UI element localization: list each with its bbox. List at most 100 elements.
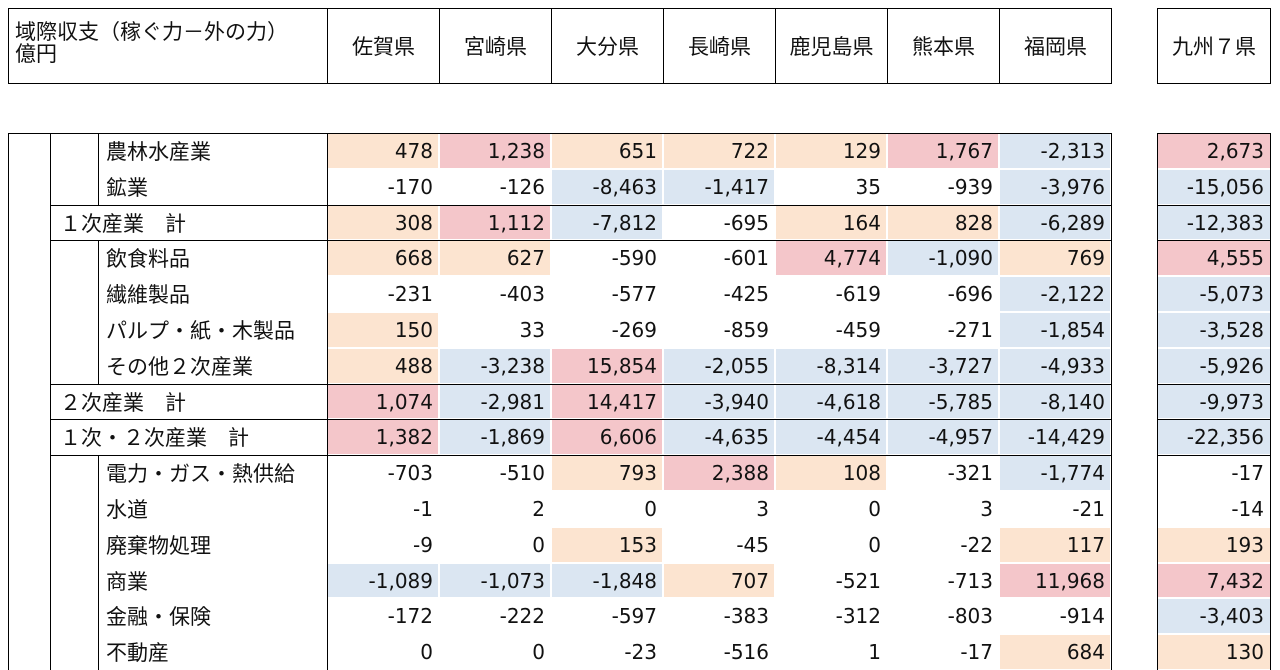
total-box-left-border [1157,133,1158,670]
value-cell-kagoshima: -459 [835,318,881,342]
value-cell-oita: -1,848 [551,563,663,598]
value-cell-kagoshima: -4,618 [775,384,887,419]
value-cell-fukuoka: 117 [999,527,1111,563]
value-cell-saga: 308 [327,205,439,240]
total-box-top-border [1157,133,1271,134]
value-cell-fukuoka: -14,429 [999,419,1111,455]
value-cell-nagasaki: -2,055 [663,348,775,384]
value-cell-oita: -597 [611,604,657,628]
kyushu-total-value: 193 [1157,527,1271,563]
value-cell-kumamoto: -1,090 [887,240,999,276]
table-row: 飲食料品 668 627 -590 -601 4,774 -1,090 769 4,555 [0,240,1280,276]
value-cell-fukuoka: -2,313 [999,133,1111,169]
value-cell-kagoshima: 164 [775,205,887,240]
value-cell-oita: 651 [551,133,663,169]
grid-line [50,419,1112,420]
value-cell-saga: 668 [327,240,439,276]
value-cell-fukuoka: -6,289 [999,205,1111,240]
value-cell-kagoshima: 108 [775,455,887,491]
value-cell-nagasaki: -601 [723,246,769,270]
value-cell-nagasaki: 722 [663,133,775,169]
value-cell-kumamoto: 828 [887,205,999,240]
kyushu-total-value: -3,403 [1157,598,1271,634]
kyushu-total-value: -14 [1231,497,1264,521]
kyushu-total-value: 4,555 [1157,240,1271,276]
value-cell-kagoshima: -312 [835,604,881,628]
header-row: 域際収支（稼ぐ力－外の力） 億円 佐賀県 宮崎県 大分県 長崎県 鹿児島県 熊本… [8,8,1112,84]
value-cell-saga: -1,089 [327,563,439,598]
value-cell-miyazaki: 627 [439,240,551,276]
value-cell-kagoshima: 129 [775,133,887,169]
table-row: 水道 -1 2 0 3 0 3 -21 -14 [0,491,1280,527]
value-cell-miyazaki: -510 [499,461,545,485]
kyushu-total-value: -3,528 [1157,312,1271,348]
value-cell-kagoshima: 0 [868,497,881,521]
value-cell-saga: 1,074 [327,384,439,419]
row-label: 不動産 [106,641,169,665]
value-cell-fukuoka: -3,976 [999,169,1111,205]
value-cell-nagasaki: -425 [723,282,769,306]
table-row: 電力・ガス・熱供給 -703 -510 793 2,388 108 -321 -1,774 -1… [0,455,1280,491]
value-cell-nagasaki: -4,635 [663,419,775,455]
value-cell-nagasaki: 3 [756,497,769,521]
value-cell-oita: 793 [551,455,663,491]
value-cell-oita: 14,417 [551,384,663,419]
value-cell-fukuoka: -21 [1072,497,1105,521]
kyushu-total-value: 130 [1157,634,1271,670]
column-header-kyushu: 九州７県 [1157,8,1271,84]
group-column-border [50,133,51,670]
value-cell-saga: -231 [387,282,433,306]
row-label: 鉱業 [106,176,148,200]
grid-line [50,205,1112,206]
value-cell-saga: 0 [420,640,433,664]
kyushu-total-value: 2,673 [1157,133,1271,169]
row-label: 水道 [106,498,148,522]
indent-cell [50,240,99,276]
row-label: １次・２次産業 計 [60,426,249,450]
value-cell-kagoshima: 1 [868,640,881,664]
value-cell-kagoshima: -8,314 [775,348,887,384]
indent-cell [50,527,99,563]
value-cell-nagasaki: -859 [723,318,769,342]
column-header-kagoshima: 鹿児島県 [775,9,887,83]
value-cell-fukuoka: 769 [999,240,1111,276]
value-cell-oita: -577 [611,282,657,306]
grid-line [50,455,1112,456]
value-cell-miyazaki: 2 [532,497,545,521]
kyushu-total-value: -5,926 [1157,348,1271,384]
grid-line [50,240,1112,241]
value-cell-kumamoto: -3,727 [887,348,999,384]
value-cell-miyazaki: 1,112 [439,205,551,240]
unit-label: 億円 [15,42,57,66]
value-cell-miyazaki: 0 [532,640,545,664]
value-cell-fukuoka: -1,854 [999,312,1111,348]
value-cell-kumamoto: -939 [947,175,993,199]
value-cell-nagasaki: -516 [723,640,769,664]
table-top-border [8,133,1112,134]
table-row: 商業 -1,089 -1,073 -1,848 707 -521 -713 11,968 7,4… [0,563,1280,598]
value-cell-saga: -172 [387,604,433,628]
row-label: 電力・ガス・熱供給 [106,462,295,486]
value-cell-fukuoka: -4,933 [999,348,1111,384]
value-cell-nagasaki: -695 [723,210,769,235]
value-cell-oita: -23 [624,640,657,664]
value-cell-kagoshima: 35 [855,175,881,199]
indent-cell [50,312,99,348]
value-cell-oita: 0 [644,497,657,521]
value-cell-fukuoka: -1,774 [999,455,1111,491]
value-cell-miyazaki: -1,073 [439,563,551,598]
kyushu-total-value: -12,383 [1157,205,1271,240]
value-cell-kumamoto: -803 [947,604,993,628]
value-cell-oita: -7,812 [551,205,663,240]
value-cell-oita: 6,606 [551,419,663,455]
value-cell-miyazaki: 1,238 [439,133,551,169]
value-cell-miyazaki: -126 [499,175,545,199]
table-row: 不動産 0 0 -23 -516 1 -17 684 130 [0,634,1280,670]
indent-cell [50,455,99,491]
value-cell-kumamoto: -271 [947,318,993,342]
row-label: ２次産業 計 [60,390,186,415]
value-cell-nagasaki: -383 [723,604,769,628]
row-label: 農林水産業 [106,140,211,164]
value-cell-kagoshima: 0 [868,533,881,557]
value-cell-nagasaki: 2,388 [663,455,775,491]
